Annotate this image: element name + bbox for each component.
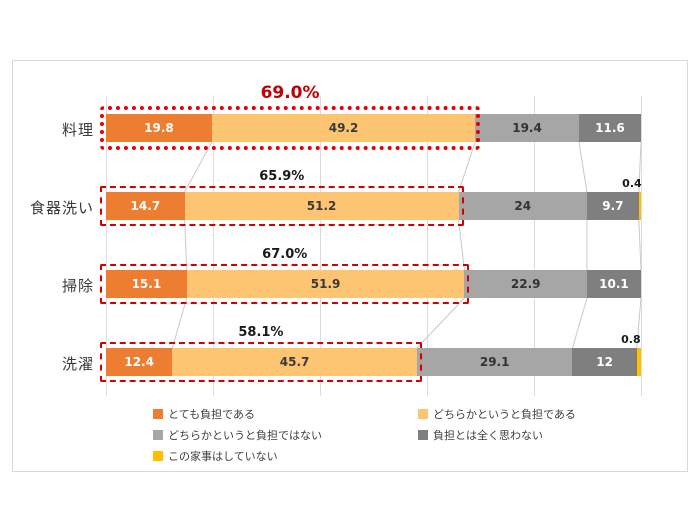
connector-line bbox=[416, 297, 465, 349]
legend-swatch-icon bbox=[153, 451, 163, 461]
category-label: 洗濯 bbox=[61, 355, 94, 373]
bar-segment: 11.6 bbox=[578, 114, 641, 142]
connector-line bbox=[184, 219, 188, 271]
bar-segment bbox=[638, 192, 641, 220]
bar-segment: 51.2 bbox=[184, 192, 459, 220]
connector-line bbox=[171, 297, 188, 349]
legend-label: とても負担である bbox=[168, 408, 256, 421]
bar-segment: 10.1 bbox=[586, 270, 641, 298]
connector-line bbox=[458, 141, 476, 193]
legend-item: この家事はしていない bbox=[153, 448, 418, 464]
bar-row: 14.7 51.2 24 9.7 bbox=[106, 192, 641, 220]
bar-segment: 19.8 bbox=[106, 114, 212, 142]
highlight-total-label: 58.1% bbox=[238, 325, 284, 340]
gridline bbox=[213, 96, 214, 396]
gridline bbox=[106, 96, 107, 396]
bar-segment: 22.9 bbox=[464, 270, 587, 298]
legend-swatch-icon bbox=[153, 409, 163, 419]
legend-label: どちらかというと負担ではない bbox=[168, 429, 322, 442]
gridline bbox=[320, 96, 321, 396]
legend-item: どちらかというと負担ではない bbox=[153, 427, 418, 443]
highlight-total-label: 69.0% bbox=[260, 83, 320, 103]
bar-segment: 12.4 bbox=[106, 348, 173, 376]
bar-segment: 9.7 bbox=[586, 192, 639, 220]
legend-label: この家事はしていない bbox=[168, 450, 278, 463]
connector-line bbox=[572, 297, 588, 349]
bar-segment: 12 bbox=[572, 348, 637, 376]
bar-segment: 15.1 bbox=[106, 270, 187, 298]
bar-segment: 29.1 bbox=[416, 348, 573, 376]
gridline bbox=[427, 96, 428, 396]
bar-row: 15.1 51.9 22.9 10.1 bbox=[106, 270, 641, 298]
category-label: 掃除 bbox=[61, 277, 94, 295]
legend-swatch-icon bbox=[153, 430, 163, 440]
category-label: 料理 bbox=[61, 121, 94, 139]
legend-label: どちらかというと負担である bbox=[433, 408, 576, 421]
bar-segment: 24 bbox=[458, 192, 587, 220]
bar-row: 19.8 49.2 19.4 11.6 bbox=[106, 114, 641, 142]
category-label: 食器洗い bbox=[29, 199, 94, 217]
legend-item: どちらかというと負担である bbox=[418, 406, 576, 422]
legend: とても負担である どちらかというと負担であるどちらかというと負担ではない 負担とは全… bbox=[153, 406, 576, 464]
highlight-total-label: 65.9% bbox=[259, 169, 305, 184]
highlight-total-label: 67.0% bbox=[262, 247, 308, 262]
bar-segment: 45.7 bbox=[172, 348, 417, 376]
gridline bbox=[534, 96, 535, 396]
bar-segment: 49.2 bbox=[211, 114, 476, 142]
connector-line bbox=[458, 219, 465, 271]
legend-swatch-icon bbox=[418, 430, 428, 440]
connector-line bbox=[578, 141, 588, 193]
outside-data-label: 0.4 bbox=[622, 177, 642, 190]
legend-swatch-icon bbox=[418, 409, 428, 419]
bar-segment: 19.4 bbox=[475, 114, 579, 142]
legend-item: 負担とは全く思わない bbox=[418, 427, 576, 443]
bar-segment bbox=[636, 348, 641, 376]
legend-label: 負担とは全く思わない bbox=[433, 429, 543, 442]
bar-row: 12.4 45.7 29.1 12 bbox=[106, 348, 641, 376]
gridline bbox=[641, 96, 642, 396]
outside-data-label: 0.8 bbox=[621, 333, 641, 346]
bar-segment: 14.7 bbox=[106, 192, 185, 220]
legend-item: とても負担である bbox=[153, 406, 418, 422]
bar-segment: 51.9 bbox=[186, 270, 465, 298]
connector-line bbox=[184, 141, 213, 193]
chart-card: 料理 19.8 49.2 19.4 11.6 食器洗い 14.7 51.2 24 9.7 0.4 掃除… bbox=[12, 60, 688, 472]
